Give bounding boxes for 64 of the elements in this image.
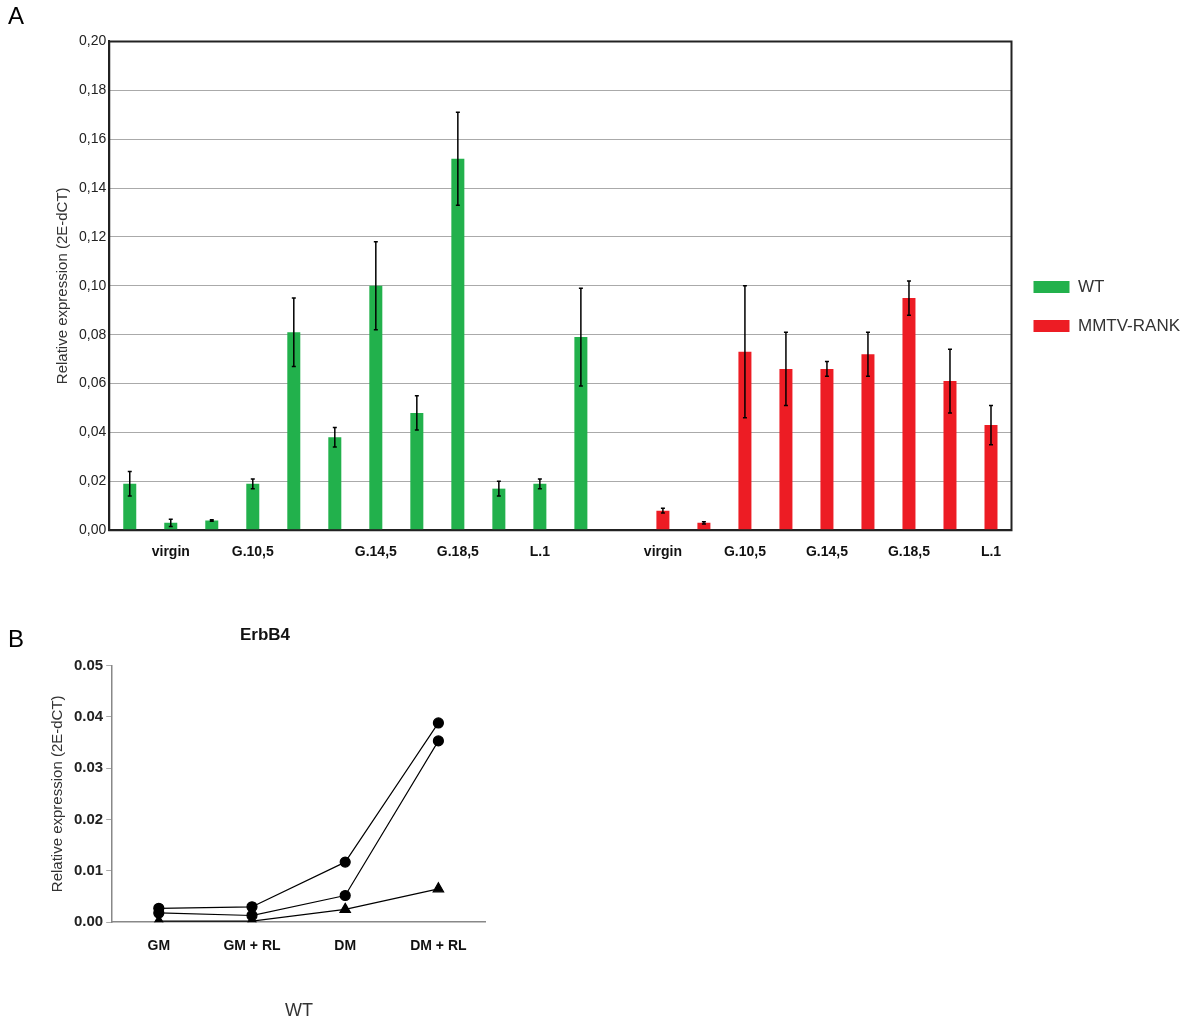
x-tick-label: virgin [643, 543, 682, 560]
x-tick-label: G.10,5 [231, 543, 275, 560]
bar [246, 483, 260, 530]
y-tick-label: 0,20 [79, 32, 107, 49]
y-axis-title: Relative expression (2E-dCT) [48, 695, 66, 893]
y-tick-label: 0,08 [79, 325, 107, 342]
y-tick-label: 0,06 [79, 374, 107, 391]
point [432, 882, 445, 893]
y-tick-label: 0.04 [73, 706, 104, 724]
x-tick-label: DM [334, 937, 357, 954]
point [432, 717, 444, 729]
x-tick-label: G.14,5 [354, 543, 398, 560]
bar [369, 285, 383, 530]
y-tick-label: 0.02 [73, 809, 104, 827]
y-tick-label: 0,12 [79, 227, 107, 244]
point [432, 735, 444, 747]
x-tick-label: G.18,5 [887, 543, 931, 560]
point [339, 856, 351, 868]
y-tick-label: 0.01 [73, 860, 104, 878]
bar [451, 158, 465, 530]
bar [820, 368, 834, 530]
bar [902, 298, 916, 530]
y-tick-label: 0,14 [79, 178, 107, 195]
x-tick-label: G.14,5 [805, 543, 849, 560]
bar [574, 337, 588, 530]
x-tick-label: virgin [151, 543, 190, 560]
text: WT [285, 1000, 313, 1021]
y-tick-label: 0,02 [79, 472, 107, 489]
bar [943, 381, 957, 530]
x-tick-label: DM + RL [410, 937, 468, 954]
bar [984, 425, 998, 530]
text: B [8, 625, 25, 653]
bar [287, 332, 301, 530]
x-tick-label: GM [147, 937, 171, 954]
legend-label: MMTV-RANK [1078, 315, 1181, 335]
bar [123, 483, 137, 530]
y-axis-title: Relative expression (2E-dCT) [53, 187, 71, 385]
bar [328, 437, 342, 530]
y-tick-label: 0,10 [79, 276, 107, 293]
y-tick-label: 0,00 [79, 521, 107, 538]
bar [779, 368, 793, 530]
y-tick-label: 0,18 [79, 81, 107, 98]
bar [656, 510, 670, 530]
x-tick-label: G.10,5 [723, 543, 767, 560]
legend-label: WT [1078, 276, 1105, 296]
point [339, 902, 351, 913]
chart-title: ErbB4 [239, 624, 291, 644]
y-tick-label: 0.03 [73, 758, 104, 776]
x-tick-label: G.18,5 [436, 543, 480, 560]
point [339, 889, 351, 902]
bar [492, 488, 506, 530]
x-tick-label: GM + RL [223, 937, 282, 954]
y-tick-label: 0,04 [79, 423, 107, 440]
x-tick-label: L.1 [529, 543, 551, 560]
y-tick-label: 0,16 [79, 130, 107, 147]
y-tick-label: 0.05 [73, 655, 104, 673]
y-tick-label: 0.00 [73, 912, 104, 930]
bar [410, 412, 424, 530]
bar [205, 520, 219, 530]
bar [533, 483, 547, 530]
bar [738, 351, 752, 530]
text: A [8, 2, 25, 30]
bar [861, 354, 875, 530]
x-tick-label: L.1 [980, 543, 1002, 560]
